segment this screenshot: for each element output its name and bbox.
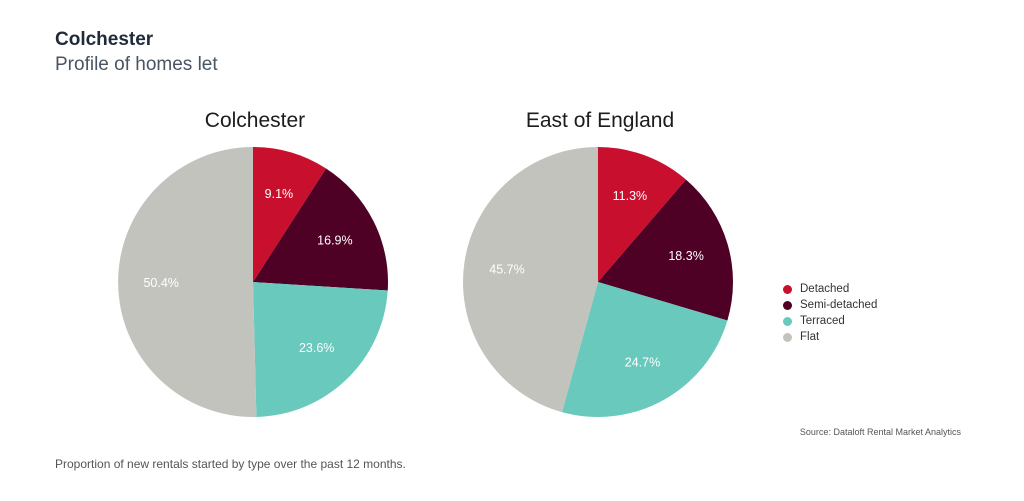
legend-item-terraced: Terraced (783, 313, 877, 329)
pie-title-east-of-england: East of England (526, 109, 674, 132)
legend-item-detached: Detached (783, 281, 877, 297)
pie-slice-colchester-detached (253, 147, 327, 282)
pie-label-east-of-england-flat: 45.7% (489, 263, 524, 277)
legend-swatch-flat (783, 332, 792, 342)
legend-label-flat: Flat (800, 331, 820, 343)
legend-item-flat: Flat (783, 329, 877, 345)
footnote: Proportion of new rentals started by typ… (55, 457, 406, 471)
legend: Detached Semi-detached Terraced Flat (783, 281, 877, 345)
pie-labels-colchester: 9.1% 16.9% 23.6% 50.4% (143, 187, 352, 355)
pie-slice-east-of-england-detached (598, 147, 686, 282)
pie-slice-east-of-england-terraced (561, 282, 728, 417)
pie-slice-east-of-england-flat (463, 147, 598, 413)
legend-swatch-semi-detached (783, 300, 792, 310)
legend-swatch-terraced (783, 316, 792, 326)
legend-label-detached: Detached (800, 283, 850, 295)
page-title: Colchester (55, 29, 154, 50)
pie-slice-east-of-england-semi-detached (598, 179, 734, 321)
legend-swatch-detached (783, 284, 792, 294)
pie-labels-east-of-england: 11.3% 18.3% 24.7% 45.7% (489, 189, 704, 369)
pie-label-colchester-semi-detached: 16.9% (317, 234, 352, 248)
pie-slice-colchester-flat (118, 147, 257, 417)
pie-label-colchester-terraced: 23.6% (299, 341, 334, 355)
pie-slices-east-of-england (463, 147, 734, 417)
pie-slice-colchester-terraced (253, 282, 388, 417)
pie-label-east-of-england-terraced: 24.7% (625, 355, 660, 369)
pie-slice-colchester-semi-detached (253, 168, 388, 291)
pie-slices-colchester (118, 147, 388, 417)
legend-label-semi-detached: Semi-detached (800, 299, 878, 311)
source-note: Source: Dataloft Rental Market Analytics (799, 427, 961, 437)
pie-title-colchester: Colchester (205, 109, 305, 132)
legend-item-semi-detached: Semi-detached (783, 297, 877, 313)
pie-label-east-of-england-detached: 11.3% (613, 189, 648, 203)
legend-label-terraced: Terraced (800, 315, 845, 327)
page-subtitle: Profile of homes let (55, 54, 218, 75)
pie-chart-east-of-england: East of England 11.3% 18.3% 24.7% 45.7% (463, 109, 734, 417)
pie-label-colchester-detached: 9.1% (265, 187, 294, 201)
pie-chart-colchester: Colchester 9.1% 16.9% 23.6% 50.4% (118, 109, 388, 417)
pie-label-colchester-flat: 50.4% (143, 276, 178, 290)
pie-label-east-of-england-semi-detached: 18.3% (668, 249, 703, 263)
